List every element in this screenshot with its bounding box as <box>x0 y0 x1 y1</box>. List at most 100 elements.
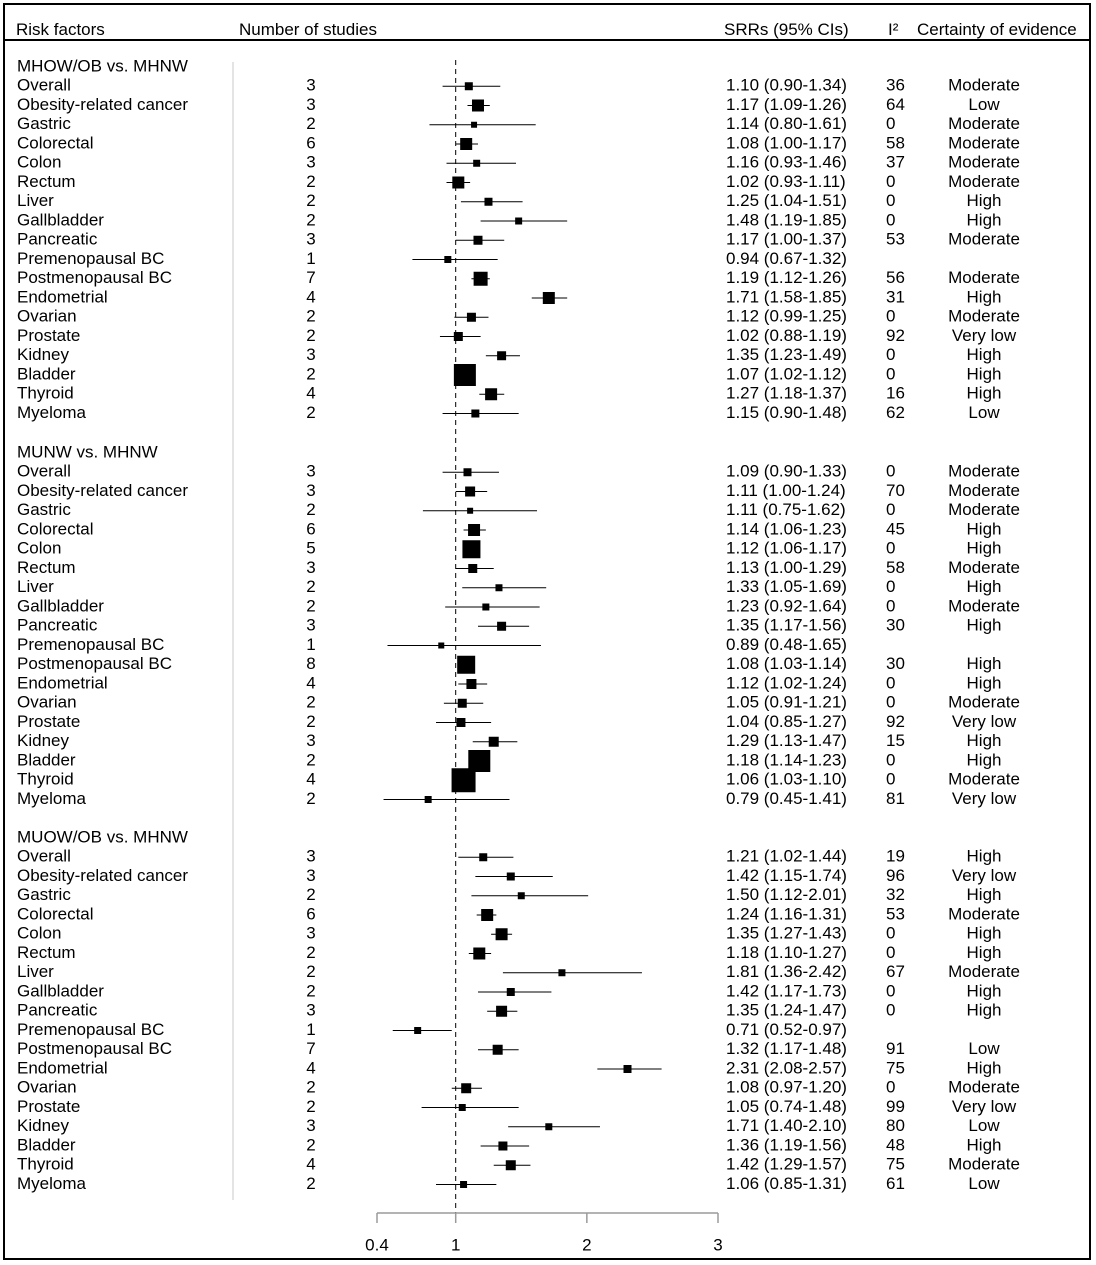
row-certainty: Moderate <box>948 500 1020 519</box>
row-study-count: 4 <box>306 673 315 692</box>
row-study-count: 4 <box>306 384 315 403</box>
row-i2: 0 <box>886 924 895 943</box>
estimate-square <box>444 256 452 263</box>
row-label: Thyroid <box>17 770 74 789</box>
row-study-count: 3 <box>306 847 315 866</box>
row-srr-ci: 1.35 (1.23-1.49) <box>726 345 847 364</box>
row-label: Endometrial <box>17 673 108 692</box>
row-certainty: Low <box>968 1039 1000 1058</box>
row-srr-ci: 1.09 (0.90-1.33) <box>726 462 847 481</box>
row-certainty: Moderate <box>948 481 1020 500</box>
header-i2: I² <box>888 20 899 39</box>
row-srr-ci: 1.50 (1.12-2.01) <box>726 885 847 904</box>
row-label: Gastric <box>17 885 71 904</box>
row-i2: 0 <box>886 693 895 712</box>
estimate-square <box>471 409 480 418</box>
row-certainty: High <box>967 654 1002 673</box>
row-study-count: 2 <box>306 1078 315 1097</box>
row-study-count: 7 <box>306 1039 315 1058</box>
row-study-count: 4 <box>306 770 315 789</box>
row-certainty: Moderate <box>948 558 1020 577</box>
row-label: Postmenopausal BC <box>17 654 172 673</box>
row-i2: 0 <box>886 673 895 692</box>
row-certainty: Moderate <box>948 133 1020 152</box>
estimate-square <box>473 271 488 286</box>
row-study-count: 2 <box>306 172 315 191</box>
row-study-count: 1 <box>306 249 315 268</box>
row-certainty: High <box>967 885 1002 904</box>
row-label: Postmenopausal BC <box>17 1039 172 1058</box>
estimate-square <box>467 507 474 514</box>
row-srr-ci: 1.35 (1.17-1.56) <box>726 616 847 635</box>
row-i2: 0 <box>886 577 895 596</box>
row-certainty: Moderate <box>948 1155 1020 1174</box>
estimate-square <box>506 872 515 881</box>
row-i2: 75 <box>886 1058 905 1077</box>
row-i2: 81 <box>886 789 905 808</box>
estimate-square <box>468 564 478 573</box>
row-label: Kidney <box>17 731 69 750</box>
row-srr-ci: 1.21 (1.02-1.44) <box>726 847 847 866</box>
row-i2: 30 <box>886 616 905 635</box>
row-i2: 75 <box>886 1155 905 1174</box>
estimate-square <box>457 698 467 708</box>
estimate-square <box>458 1104 466 1111</box>
row-study-count: 2 <box>306 693 315 712</box>
estimate-square <box>482 603 490 611</box>
row-study-count: 2 <box>306 789 315 808</box>
estimate-square <box>473 159 481 167</box>
row-srr-ci: 1.02 (0.88-1.19) <box>726 326 847 345</box>
row-certainty: High <box>967 519 1002 538</box>
row-certainty: High <box>967 847 1002 866</box>
row-srr-ci: 1.12 (1.02-1.24) <box>726 673 847 692</box>
row-study-count: 3 <box>306 95 315 114</box>
row-study-count: 2 <box>306 885 315 904</box>
row-label: Colorectal <box>17 519 94 538</box>
estimate-square <box>498 1141 508 1151</box>
row-study-count: 3 <box>306 866 315 885</box>
row-i2: 80 <box>886 1116 905 1135</box>
row-srr-ci: 1.12 (1.06-1.17) <box>726 539 847 558</box>
row-certainty: Moderate <box>948 1078 1020 1097</box>
row-certainty: High <box>967 345 1002 364</box>
row-certainty: High <box>967 616 1002 635</box>
row-srr-ci: 1.15 (0.90-1.48) <box>726 403 847 422</box>
row-study-count: 2 <box>306 210 315 229</box>
row-label: Obesity-related cancer <box>17 481 188 500</box>
row-certainty: High <box>967 1001 1002 1020</box>
row-label: Overall <box>17 847 71 866</box>
row-srr-ci: 1.32 (1.17-1.48) <box>726 1039 847 1058</box>
estimate-square <box>453 332 463 341</box>
row-label: Prostate <box>17 712 80 731</box>
row-label: Gastric <box>17 500 71 519</box>
estimate-square <box>542 292 555 304</box>
estimate-square <box>468 524 481 536</box>
header-srrs: SRRs (95% CIs) <box>724 20 849 39</box>
estimate-square <box>479 853 488 862</box>
row-label: Liver <box>17 577 54 596</box>
row-study-count: 2 <box>306 191 315 210</box>
row-srr-ci: 1.08 (1.00-1.17) <box>726 133 847 152</box>
row-i2: 0 <box>886 1001 895 1020</box>
row-certainty: High <box>967 1058 1002 1077</box>
row-srr-ci: 1.29 (1.13-1.47) <box>726 731 847 750</box>
row-srr-ci: 1.17 (1.00-1.37) <box>726 230 847 249</box>
row-i2: 96 <box>886 866 905 885</box>
row-study-count: 3 <box>306 230 315 249</box>
row-certainty: Very low <box>952 866 1017 885</box>
estimate-square <box>484 197 493 206</box>
row-srr-ci: 1.27 (1.18-1.37) <box>726 384 847 403</box>
row-srr-ci: 1.05 (0.74-1.48) <box>726 1097 847 1116</box>
row-study-count: 3 <box>306 153 315 172</box>
row-i2: 0 <box>886 500 895 519</box>
row-srr-ci: 1.11 (0.75-1.62) <box>726 500 846 519</box>
row-i2: 0 <box>886 210 895 229</box>
estimate-square <box>492 1044 503 1055</box>
row-srr-ci: 0.94 (0.67-1.32) <box>726 249 847 268</box>
row-i2: 99 <box>886 1097 905 1116</box>
row-study-count: 2 <box>306 500 315 519</box>
x-axis-tick-label: 1 <box>451 1235 460 1254</box>
row-srr-ci: 1.35 (1.24-1.47) <box>726 1001 847 1020</box>
row-srr-ci: 1.12 (0.99-1.25) <box>726 307 847 326</box>
row-certainty: High <box>967 673 1002 692</box>
